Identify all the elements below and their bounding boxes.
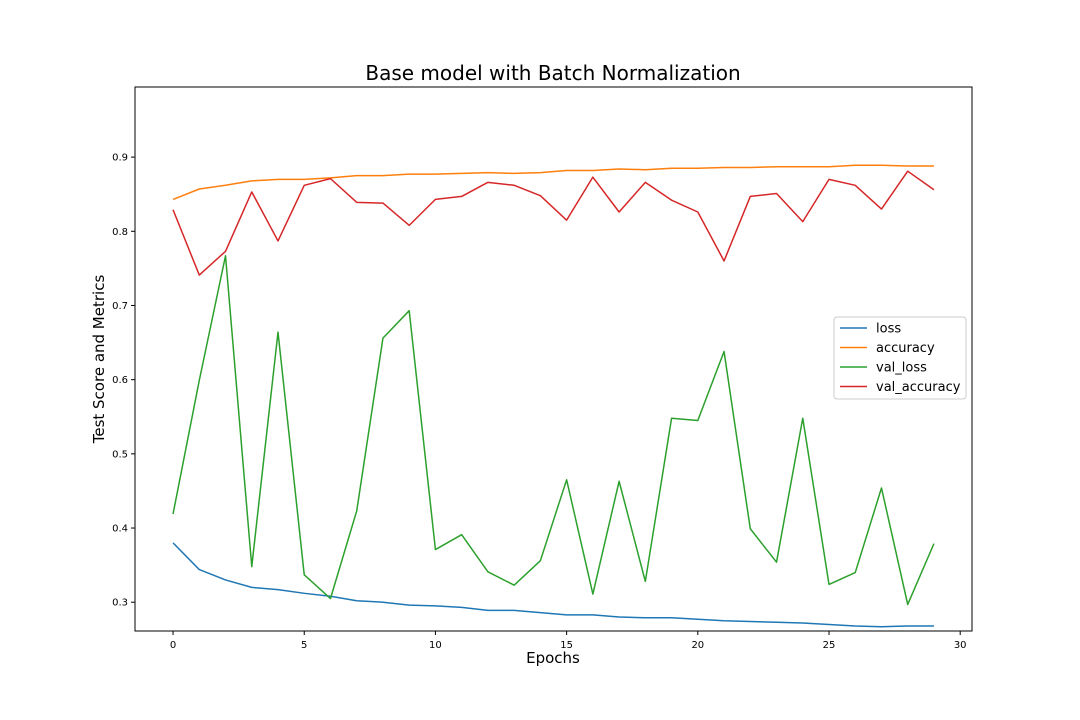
x-tick-label: 20: [691, 640, 704, 651]
legend-label: accuracy: [876, 341, 935, 356]
y-tick-label: 0.4: [112, 524, 128, 535]
x-tick-label: 5: [301, 640, 307, 651]
y-tick-label: 0.5: [112, 449, 128, 460]
series-line-val-accuracy: [172, 170, 935, 276]
x-axis-label: Epochs: [526, 649, 580, 667]
y-tick-label: 0.8: [112, 227, 128, 238]
x-tick-label: 10: [429, 640, 442, 651]
legend-label: val_loss: [876, 361, 927, 376]
x-axis: 0 5 10 15 20 25 30: [170, 631, 967, 651]
x-tick-label: 30: [954, 640, 967, 651]
plot-frame: [134, 86, 973, 632]
y-axis: 0.3 0.4 0.5 0.6 0.7 0.8 0.9: [112, 153, 135, 609]
y-tick-label: 0.7: [112, 301, 128, 312]
y-tick-label: 0.9: [112, 153, 128, 164]
chart-title: Base model with Batch Normalization: [365, 61, 740, 85]
y-tick-label: 0.3: [112, 598, 128, 609]
series-layer: [172, 164, 935, 628]
series-line-accuracy: [172, 164, 934, 201]
legend-label: loss: [876, 322, 901, 337]
legend-label: val_accuracy: [876, 380, 961, 395]
y-axis-label: Test Score and Metrics: [90, 275, 108, 445]
x-tick-label: 15: [560, 640, 573, 651]
series-line-val-loss: [172, 255, 935, 606]
legend: loss accuracy val_loss val_accuracy: [833, 316, 967, 400]
legend-box: [833, 316, 967, 400]
x-tick-label: 25: [823, 640, 836, 651]
x-tick-label: 0: [170, 640, 176, 651]
y-tick-label: 0.6: [112, 375, 128, 386]
series-line-loss: [172, 542, 934, 628]
